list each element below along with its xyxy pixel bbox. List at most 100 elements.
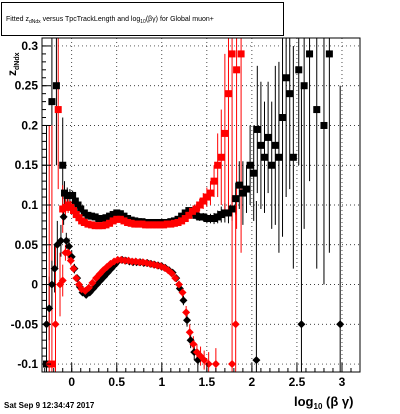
data-point-square xyxy=(214,213,222,221)
data-point-square xyxy=(113,209,121,217)
data-point-square xyxy=(91,213,99,221)
data-point-square xyxy=(59,161,67,169)
y-tick-label: 0.3 xyxy=(21,39,38,53)
data-point-diamond xyxy=(66,256,75,265)
y-tick-label: 0.25 xyxy=(15,79,39,93)
data-point-square xyxy=(306,50,314,58)
data-point-square xyxy=(52,82,60,90)
data-point-diamond xyxy=(58,276,67,285)
data-point-diamond xyxy=(62,236,71,245)
data-point-square xyxy=(181,215,189,223)
data-point-square xyxy=(88,221,96,229)
data-point-square xyxy=(300,82,308,90)
data-point-square xyxy=(109,217,117,225)
axis-ticks xyxy=(42,45,352,373)
data-point-diamond xyxy=(200,356,209,365)
data-point-diamond xyxy=(182,308,191,317)
title-subscript: dNdx xyxy=(28,19,41,25)
data-point-square xyxy=(239,189,247,197)
data-point-square xyxy=(95,222,103,230)
data-point-square xyxy=(261,153,269,161)
title-suffix: (βγ) for Global muon+ xyxy=(145,16,214,23)
data-point-square xyxy=(163,220,171,228)
data-point-square xyxy=(174,218,182,226)
chart-title: Fitted zdNdx versus TpcTrackLength and l… xyxy=(6,16,214,25)
data-point-diamond xyxy=(228,360,237,369)
data-point-square xyxy=(199,213,207,221)
x-tick-label: 2 xyxy=(249,375,256,389)
data-point-square xyxy=(102,214,110,222)
data-point-diamond xyxy=(178,288,187,297)
data-point-diamond xyxy=(59,212,68,221)
data-point-square xyxy=(80,209,88,217)
data-point-square xyxy=(84,211,92,219)
data-point-square xyxy=(106,212,114,220)
data-point-square xyxy=(203,215,211,223)
data-point-square xyxy=(102,221,110,229)
data-point-square xyxy=(210,215,218,223)
data-point-square xyxy=(279,114,287,122)
y-tick-label: 0.1 xyxy=(21,198,38,212)
timestamp: Sat Sep 9 12:34:47 2017 xyxy=(4,401,95,410)
data-point-diamond xyxy=(185,328,194,337)
data-point-square xyxy=(196,201,204,209)
data-point-square xyxy=(145,221,153,229)
data-point-square xyxy=(188,207,196,215)
data-point-diamond xyxy=(51,320,60,329)
data-point-square xyxy=(313,106,321,114)
data-point-diamond xyxy=(231,320,240,329)
data-point-square xyxy=(84,220,92,228)
data-point-diamond xyxy=(72,274,81,283)
axis-tick-labels: 0 0.5 1 1.5 2 2.5 3 -0.1 -0.05 0 0.05 0.1 0.15 0.2 0.2… xyxy=(11,39,346,389)
data-point-diamond xyxy=(297,320,306,329)
data-point-square xyxy=(217,211,225,219)
chart-title-box: Fitted zdNdx versus TpcTrackLength and l… xyxy=(1,2,284,36)
data-point-diamond xyxy=(65,242,74,251)
data-point-square xyxy=(120,217,128,225)
data-point-square xyxy=(70,207,78,215)
data-point-diamond xyxy=(45,304,54,313)
data-point-square xyxy=(203,193,211,201)
data-point-square xyxy=(192,205,200,213)
data-point-square xyxy=(77,205,85,213)
y-tick-label: -0.1 xyxy=(17,357,38,371)
data-point-square xyxy=(91,222,99,230)
data-point-square xyxy=(246,161,254,169)
data-point-square xyxy=(228,205,236,213)
data-point-square xyxy=(156,221,164,229)
y-axis-title: zdNdx xyxy=(5,52,21,76)
data-point-square xyxy=(127,219,135,227)
data-point-diamond xyxy=(88,278,97,287)
data-point-diamond xyxy=(69,264,78,273)
data-point-square xyxy=(185,211,193,219)
data-point-square xyxy=(181,209,189,217)
data-point-square xyxy=(320,121,328,129)
x-tick-label: 0.5 xyxy=(108,375,125,389)
data-point-square xyxy=(235,181,243,189)
data-point-square xyxy=(178,212,186,220)
data-point-square xyxy=(214,161,222,169)
data-point-square xyxy=(74,201,82,209)
data-point-square xyxy=(264,133,272,141)
x-tick-label: 0 xyxy=(68,375,75,389)
x-tick-label: 3 xyxy=(339,375,346,389)
data-point-diamond xyxy=(84,283,93,292)
data-point-square xyxy=(185,207,193,215)
data-point-square xyxy=(221,129,229,137)
data-point-square xyxy=(88,212,96,220)
data-point-square xyxy=(124,215,132,223)
data-point-square xyxy=(113,215,121,223)
data-point-square xyxy=(109,211,117,219)
data-point-square xyxy=(295,66,303,74)
data-point-square xyxy=(237,50,245,58)
data-point-square xyxy=(242,185,250,193)
data-point-square xyxy=(69,191,77,199)
data-point-square xyxy=(221,209,229,217)
data-point-square xyxy=(54,106,62,114)
data-point-diamond xyxy=(50,264,59,273)
data-point-square xyxy=(149,221,157,229)
data-point-square xyxy=(124,218,132,226)
data-point-square xyxy=(228,50,236,58)
data-point-square xyxy=(120,212,128,220)
data-point-square xyxy=(289,153,297,161)
